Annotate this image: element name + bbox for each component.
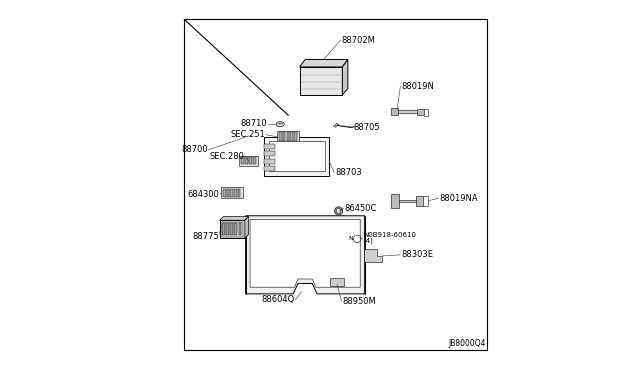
Text: 88703: 88703	[335, 168, 362, 177]
Polygon shape	[221, 222, 243, 237]
Polygon shape	[230, 223, 233, 235]
Polygon shape	[234, 223, 237, 235]
Polygon shape	[264, 144, 275, 149]
Text: 86450C: 86450C	[344, 204, 376, 213]
Polygon shape	[283, 132, 285, 141]
Text: 684300: 684300	[188, 190, 220, 199]
Polygon shape	[253, 157, 256, 164]
Text: N: N	[348, 236, 353, 241]
Polygon shape	[223, 189, 225, 197]
Text: JB8000Q4: JB8000Q4	[448, 339, 486, 348]
Polygon shape	[227, 223, 229, 235]
Polygon shape	[364, 249, 383, 262]
Polygon shape	[245, 217, 248, 238]
Polygon shape	[264, 137, 330, 176]
Polygon shape	[279, 132, 282, 141]
Polygon shape	[416, 196, 424, 206]
Text: SEC.251: SEC.251	[230, 130, 266, 139]
Polygon shape	[277, 131, 299, 142]
Polygon shape	[222, 223, 225, 235]
Polygon shape	[294, 132, 296, 141]
Text: 88700: 88700	[181, 145, 207, 154]
Text: 88710: 88710	[241, 119, 267, 128]
Ellipse shape	[276, 122, 284, 127]
Polygon shape	[241, 157, 244, 164]
Text: (4): (4)	[364, 237, 373, 244]
Circle shape	[337, 209, 341, 213]
Polygon shape	[230, 189, 233, 197]
Polygon shape	[250, 219, 360, 287]
Polygon shape	[390, 194, 399, 208]
Circle shape	[335, 207, 342, 215]
Polygon shape	[330, 278, 344, 286]
Text: SEC.280: SEC.280	[210, 153, 245, 161]
Polygon shape	[300, 60, 348, 67]
Polygon shape	[220, 217, 248, 220]
Polygon shape	[264, 166, 275, 171]
Polygon shape	[246, 216, 365, 294]
Polygon shape	[245, 157, 248, 164]
Polygon shape	[287, 132, 289, 141]
Text: 88303E: 88303E	[401, 250, 433, 259]
Text: 88775: 88775	[193, 232, 220, 241]
Text: 88604Q: 88604Q	[262, 295, 294, 304]
Text: 88019NA: 88019NA	[439, 194, 477, 203]
Polygon shape	[334, 124, 339, 127]
Polygon shape	[264, 151, 275, 156]
Polygon shape	[238, 189, 241, 197]
Polygon shape	[239, 156, 259, 166]
Polygon shape	[394, 110, 420, 113]
Polygon shape	[249, 157, 252, 164]
Polygon shape	[291, 132, 293, 141]
Polygon shape	[239, 223, 241, 235]
Text: 88705: 88705	[353, 123, 380, 132]
Text: 88019N: 88019N	[401, 82, 434, 91]
Polygon shape	[300, 67, 342, 95]
Polygon shape	[234, 189, 237, 197]
Text: 88950M: 88950M	[342, 297, 376, 306]
Polygon shape	[221, 187, 243, 198]
Polygon shape	[227, 189, 229, 197]
Polygon shape	[342, 60, 348, 95]
Polygon shape	[394, 200, 420, 202]
Polygon shape	[417, 109, 424, 115]
Polygon shape	[390, 108, 398, 115]
Polygon shape	[269, 141, 325, 171]
Text: N0B918-60610: N0B918-60610	[364, 232, 417, 238]
Polygon shape	[220, 220, 245, 238]
Text: 88702M: 88702M	[342, 36, 376, 45]
Polygon shape	[264, 159, 275, 164]
